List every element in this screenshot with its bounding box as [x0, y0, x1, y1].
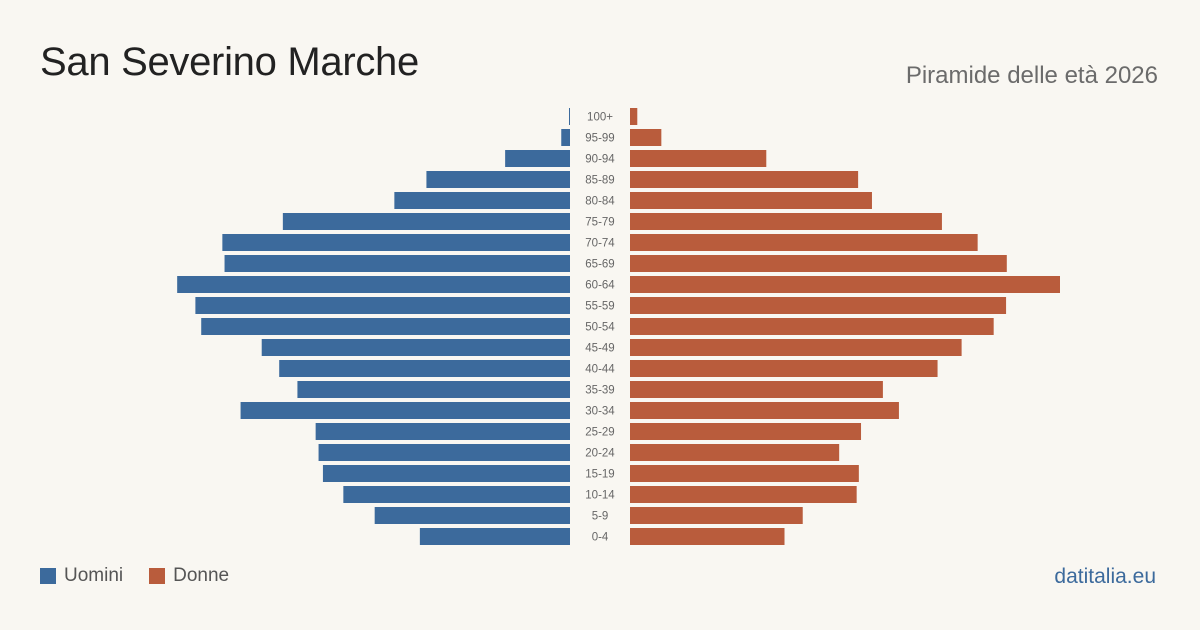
bar-donne-90-94: [630, 150, 767, 167]
bar-uomini-45-49: [261, 339, 570, 356]
bar-uomini-25-29: [315, 423, 570, 440]
bar-donne-15-19: [630, 465, 859, 482]
bar-donne-80-84: [630, 192, 872, 209]
bar-uomini-15-19: [322, 465, 570, 482]
bar-uomini-80-84: [394, 192, 570, 209]
age-label-30-34: 30-34: [585, 406, 615, 418]
age-label-60-64: 60-64: [585, 280, 615, 292]
bar-donne-20-24: [630, 444, 840, 461]
age-label-0-4: 0-4: [592, 532, 609, 544]
bar-donne-40-44: [630, 360, 938, 377]
bar-donne-30-34: [630, 402, 899, 419]
bar-uomini-0-4: [419, 528, 570, 545]
age-label-40-44: 40-44: [585, 364, 615, 376]
age-label-25-29: 25-29: [585, 427, 614, 439]
legend: Uomini Donne: [40, 565, 255, 587]
age-label-80-84: 80-84: [585, 196, 615, 208]
age-label-5-9: 5-9: [592, 511, 609, 523]
age-label-65-69: 65-69: [585, 259, 614, 271]
bar-uomini-100plus: [569, 108, 570, 125]
bar-uomini-35-39: [297, 381, 570, 398]
bar-uomini-70-74: [222, 234, 570, 251]
bar-donne-45-49: [630, 339, 962, 356]
bar-uomini-50-54: [201, 318, 570, 335]
bar-donne-85-89: [630, 171, 859, 188]
bar-uomini-10-14: [343, 486, 570, 503]
age-label-55-59: 55-59: [585, 301, 614, 313]
age-label-45-49: 45-49: [585, 343, 614, 355]
legend-swatch-donne: [149, 568, 166, 584]
bar-donne-60-64: [630, 276, 1060, 293]
age-label-100plus: 100+: [587, 112, 613, 124]
bar-uomini-95-99: [561, 129, 570, 146]
legend-swatch-uomini: [40, 568, 56, 584]
bar-donne-10-14: [630, 486, 857, 503]
bar-uomini-20-24: [318, 444, 570, 461]
brand-link[interactable]: datitalia.eu: [1054, 565, 1156, 588]
age-label-10-14: 10-14: [585, 490, 615, 502]
bar-donne-35-39: [630, 381, 883, 398]
chart-subtitle: Piramide delle età 2026: [905, 62, 1158, 89]
legend-label-uomini: Uomini: [64, 565, 124, 586]
bar-uomini-65-69: [224, 255, 571, 272]
bar-uomini-5-9: [374, 507, 570, 524]
bar-donne-55-59: [630, 297, 1007, 314]
age-label-35-39: 35-39: [585, 385, 614, 397]
bar-uomini-90-94: [505, 150, 570, 167]
bar-uomini-55-59: [195, 297, 570, 314]
age-label-70-74: 70-74: [585, 238, 615, 250]
bar-uomini-85-89: [426, 171, 570, 188]
bar-donne-70-74: [630, 234, 978, 251]
age-label-75-79: 75-79: [585, 217, 614, 229]
legend-item-donne: Donne: [149, 565, 229, 587]
legend-item-uomini: Uomini: [40, 565, 123, 587]
bar-donne-5-9: [630, 507, 803, 524]
bar-donne-95-99: [630, 129, 662, 146]
legend-label-donne: Donne: [173, 565, 230, 586]
age-label-85-89: 85-89: [585, 175, 614, 187]
bar-donne-0-4: [630, 528, 785, 545]
age-label-50-54: 50-54: [585, 322, 615, 334]
bar-uomini-40-44: [279, 360, 570, 377]
age-label-20-24: 20-24: [585, 448, 615, 460]
bar-uomini-30-34: [240, 402, 570, 419]
bar-uomini-75-79: [282, 213, 570, 230]
age-label-90-94: 90-94: [585, 154, 615, 166]
bar-donne-75-79: [630, 213, 942, 230]
bar-donne-65-69: [630, 255, 1007, 272]
age-label-15-19: 15-19: [585, 469, 614, 481]
chart-title: San Severino Marche: [40, 40, 419, 84]
bar-donne-50-54: [630, 318, 994, 335]
bar-donne-25-29: [630, 423, 862, 440]
age-label-95-99: 95-99: [585, 133, 614, 145]
bar-donne-100plus: [630, 108, 638, 125]
bar-uomini-60-64: [177, 276, 570, 293]
